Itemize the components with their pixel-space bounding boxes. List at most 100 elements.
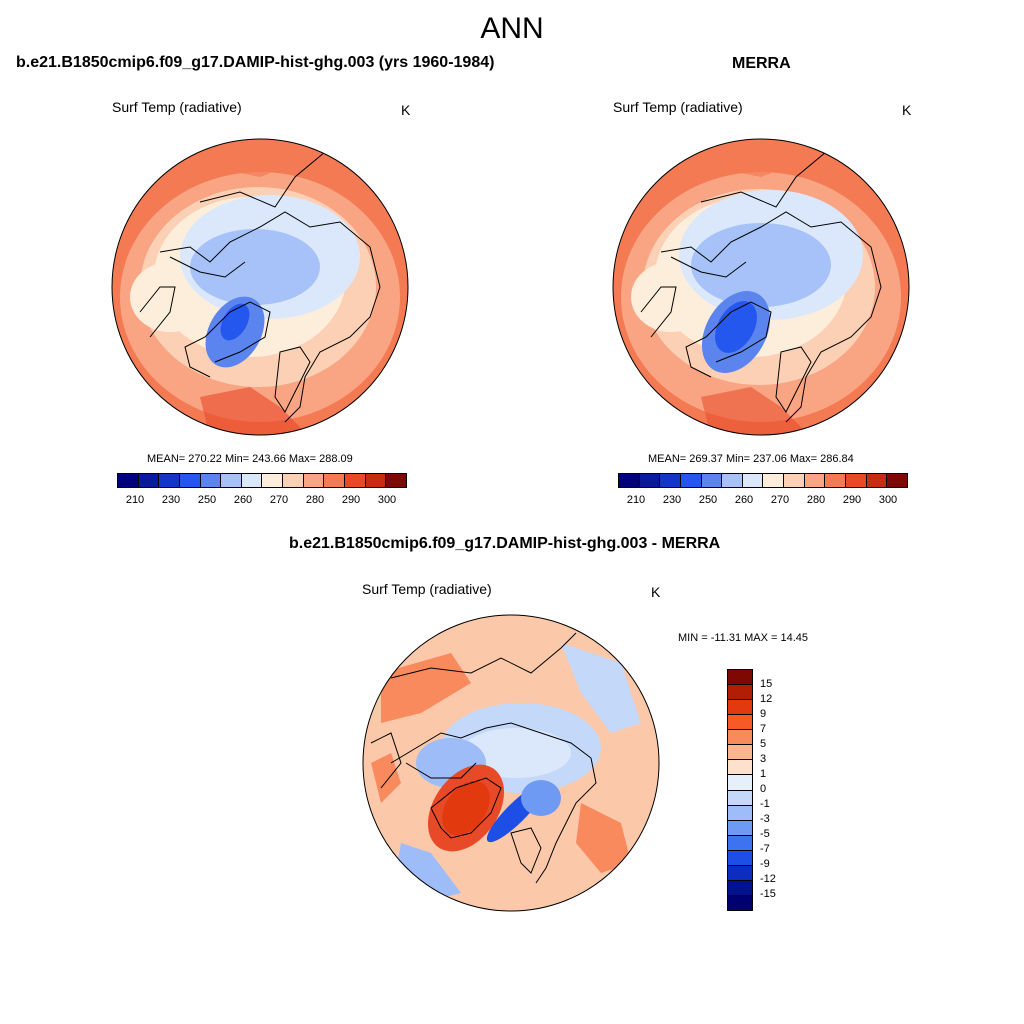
panel-2-variable: Surf Temp (radiative) <box>613 99 743 115</box>
panel-2-colorbar-swatch <box>825 474 847 487</box>
panel-2-colorbar-swatch <box>763 474 785 487</box>
panel-1-variable: Surf Temp (radiative) <box>112 99 242 115</box>
diff-colorbar-swatch <box>728 880 752 896</box>
diff-colorbar-swatch <box>728 700 752 716</box>
diff-colorbar-tick-label: -1 <box>760 798 770 810</box>
diff-colorbar-tick-label: -7 <box>760 843 770 855</box>
panel-1-colorbar-tick-label: 300 <box>377 494 397 506</box>
diff-colorbar-swatch <box>728 790 752 806</box>
panel-1-map-boundary <box>111 138 409 436</box>
panel-1-colorbar-swatch <box>262 474 284 487</box>
diff-colorbar <box>727 669 753 911</box>
panel-1-colorbar-swatch <box>118 474 139 487</box>
panel-2-colorbar-tick-label: 250 <box>698 494 718 506</box>
diff-colorbar-tick-label: -12 <box>760 873 776 885</box>
diff-colorbar-swatch <box>728 715 752 731</box>
panel-1-colorbar-swatch <box>200 474 222 487</box>
panel-1-polar-map <box>111 138 409 436</box>
diff-panel-polar-map <box>362 614 660 912</box>
panel-2-colorbar-tick-label: 300 <box>878 494 898 506</box>
panel-2-colorbar-swatch <box>742 474 764 487</box>
diff-colorbar-tick-label: -5 <box>760 828 770 840</box>
panel-1-coastlines <box>139 146 391 423</box>
diff-colorbar-tick-label: 3 <box>760 753 767 765</box>
panel-1-title: b.e21.B1850cmip6.f09_g17.DAMIP-hist-ghg.… <box>16 54 495 71</box>
panel-1-colorbar-swatch <box>365 474 387 487</box>
season-title: ANN <box>480 12 544 45</box>
diff-colorbar-ticks: 15 12 9 7 5 3 1 0 -1 -3 -5 -7 -9 -12 -15 <box>760 669 800 909</box>
diff-colorbar-swatch <box>728 850 752 866</box>
panel-2-colorbar-swatch <box>680 474 702 487</box>
panel-2-colorbar-tick-label: 210 <box>626 494 646 506</box>
panel-2-colorbar-swatch <box>619 474 640 487</box>
diff-panel-units: K <box>651 584 661 600</box>
panel-2-colorbar-swatch <box>846 474 867 487</box>
panel-1-colorbar-tick-label: 270 <box>269 494 289 506</box>
panel-2-colorbar-tick-label: 290 <box>842 494 862 506</box>
diff-colorbar-swatch <box>728 820 752 836</box>
diff-panel-coastlines <box>370 632 597 884</box>
panel-1-colorbar-swatch <box>179 474 201 487</box>
panel-1-colorbar-swatch <box>283 474 304 487</box>
panel-2-colorbar-ticks: 210 230 250 260 270 280 290 300 <box>618 494 908 508</box>
panel-1-units: K <box>401 102 411 118</box>
diff-panel-stats: MIN = -11.31 MAX = 14.45 <box>678 632 809 644</box>
diff-colorbar-tick-label: 7 <box>760 723 767 735</box>
diff-colorbar-tick-label: -3 <box>760 813 770 825</box>
diff-colorbar-tick-label: -15 <box>760 888 776 900</box>
panel-2-colorbar-swatch <box>804 474 826 487</box>
panel-2-colorbar-swatch <box>639 474 661 487</box>
diff-colorbar-swatch <box>728 685 752 701</box>
diff-colorbar-swatch <box>728 805 752 821</box>
panel-2-colorbar-swatch <box>866 474 888 487</box>
panel-2-title: MERRA <box>732 55 791 72</box>
panel-1-colorbar-swatch <box>386 474 406 487</box>
diff-colorbar-swatch <box>728 745 752 761</box>
diff-panel-map-boundary <box>362 614 660 912</box>
panel-2-colorbar-swatch <box>660 474 681 487</box>
panel-2-colorbar-tick-label: 230 <box>662 494 682 506</box>
diff-colorbar-swatch <box>728 895 752 910</box>
panel-2-colorbar-swatch <box>722 474 743 487</box>
diff-panel-variable: Surf Temp (radiative) <box>362 581 492 597</box>
diff-colorbar-swatch <box>728 775 752 791</box>
panel-1-colorbar-tick-label: 280 <box>305 494 325 506</box>
diff-colorbar-swatch <box>728 760 752 776</box>
panel-2-colorbar <box>618 473 908 488</box>
panel-2-colorbar-tick-label: 260 <box>734 494 754 506</box>
panel-1-colorbar-swatch <box>221 474 242 487</box>
diff-colorbar-tick-label: -9 <box>760 858 770 870</box>
panel-1-colorbar-swatch <box>241 474 263 487</box>
diff-panel-map-field <box>363 615 659 911</box>
panel-1-colorbar-tick-label: 230 <box>161 494 181 506</box>
diff-colorbar-swatch <box>728 670 752 686</box>
panel-1-colorbar-swatch <box>345 474 366 487</box>
panel-1-colorbar-tick-label: 250 <box>197 494 217 506</box>
panel-1-colorbar-swatch <box>303 474 325 487</box>
panel-2-colorbar-swatch <box>784 474 805 487</box>
panel-1-colorbar <box>117 473 407 488</box>
panel-1-colorbar-swatch <box>324 474 346 487</box>
panel-2-colorbar-swatch <box>701 474 723 487</box>
diff-colorbar-swatch <box>728 835 752 851</box>
panel-1-colorbar-tick-label: 260 <box>233 494 253 506</box>
diff-colorbar-tick-label: 9 <box>760 708 767 720</box>
diff-colorbar-tick-label: 5 <box>760 738 767 750</box>
panel-2-map-boundary <box>612 138 910 436</box>
panel-1-stats: MEAN= 270.22 Min= 243.66 Max= 288.09 <box>147 453 353 465</box>
diff-colorbar-tick-label: 12 <box>760 693 773 705</box>
panel-2-stats: MEAN= 269.37 Min= 237.06 Max= 286.84 <box>648 453 854 465</box>
panel-2-units: K <box>902 102 912 118</box>
diff-colorbar-tick-label: 1 <box>760 768 767 780</box>
panel-1-colorbar-ticks: 210 230 250 260 270 280 290 300 <box>117 494 407 508</box>
panel-1-colorbar-tick-label: 290 <box>341 494 361 506</box>
panel-2-polar-map <box>612 138 910 436</box>
panel-1-map-field <box>112 139 408 435</box>
panel-1-colorbar-tick-label: 210 <box>125 494 145 506</box>
diff-colorbar-swatch <box>728 730 752 746</box>
diff-colorbar-swatch <box>728 865 752 881</box>
panel-1-colorbar-swatch <box>159 474 180 487</box>
panel-2-colorbar-tick-label: 270 <box>770 494 790 506</box>
panel-2-map-field <box>613 139 909 435</box>
diff-panel-title: b.e21.B1850cmip6.f09_g17.DAMIP-hist-ghg.… <box>289 535 721 552</box>
